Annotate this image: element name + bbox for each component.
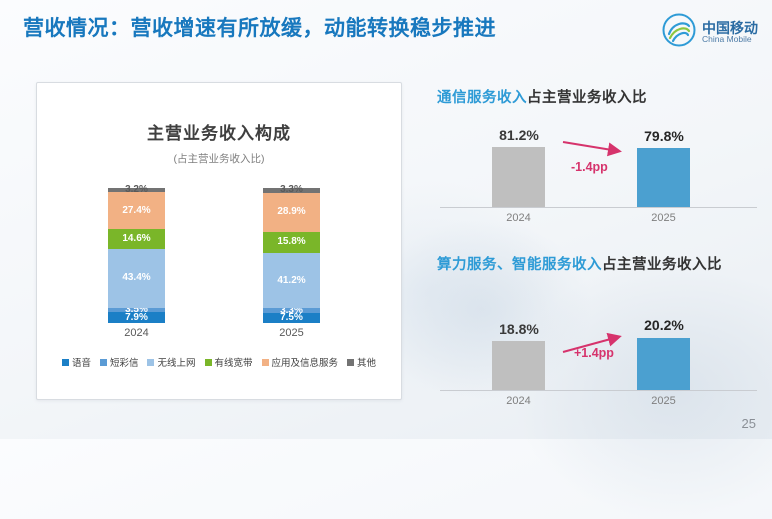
bar-segment: 3.3%	[263, 304, 320, 316]
legend-swatch	[347, 358, 355, 366]
segment-value-label: 3.2%	[125, 184, 148, 196]
x-axis-label: 2025	[651, 212, 676, 224]
bar-segment: 7.9%	[108, 312, 165, 323]
page-title: 营收情况：营收增速有所放缓，动能转换稳步推进	[23, 17, 496, 40]
legend-item: 无线上网	[147, 355, 196, 369]
segment-value-label: 27.4%	[122, 204, 151, 216]
bar-segment: 15.8%	[263, 231, 320, 253]
x-axis-label: 2025	[279, 327, 304, 339]
legend-swatch	[61, 358, 69, 366]
change-annotation: -1.4pp	[571, 160, 608, 174]
bar-value-label: 81.2%	[499, 126, 539, 143]
segment-value-label: 43.4%	[122, 272, 151, 284]
chart-legend: 语音 短彩信 无线上网 有线宽带 应用及信息服务 其他	[37, 355, 401, 369]
bar-value-label: 18.8%	[499, 321, 539, 338]
segment-value-label: 3.5%	[125, 303, 148, 315]
background-decoration	[372, 219, 592, 399]
bar-value-label: 20.2%	[644, 317, 684, 334]
segment-value-label: 28.9%	[277, 206, 306, 218]
bar-segment: 3.3%	[263, 184, 320, 196]
legend-item: 语音	[61, 355, 91, 369]
page-number: 25	[741, 416, 756, 431]
legend-swatch	[261, 358, 269, 366]
x-axis-label: 2024	[506, 395, 531, 407]
segment-value-label: 15.8%	[277, 236, 306, 248]
bar-segment: 28.9%	[263, 192, 320, 232]
segment-value-label: 7.5%	[280, 311, 303, 323]
change-annotation: +1.4pp	[574, 346, 614, 360]
bar-2025-blue	[637, 337, 690, 390]
bar-segment: 3.5%	[108, 303, 165, 315]
heading-rest: 占主营业务收入比	[602, 257, 722, 273]
china-mobile-logo: 中国移动 China Mobile	[662, 13, 758, 52]
heading-highlight: 通信服务收入	[437, 90, 527, 106]
legend-item: 其他	[347, 355, 376, 369]
bar-segment: 41.2%	[263, 252, 320, 309]
logo-name-cn: 中国移动	[702, 19, 758, 36]
increase-arrow-icon	[562, 332, 622, 353]
legend-label: 无线上网	[157, 358, 196, 369]
bar-2024-gray	[492, 146, 545, 207]
main-business-revenue-card: 主营业务收入构成 (占主营业务收入比) 7.9% 3.5% 43.4% 14.6% 27…	[36, 82, 402, 400]
bar-segment: 7.5%	[263, 311, 320, 323]
x-axis-label: 2024	[124, 327, 149, 339]
legend-label: 应用及信息服务	[271, 358, 339, 369]
legend-item: 应用及信息服务	[261, 355, 339, 369]
segment-value-label: 41.2%	[277, 274, 306, 286]
china-mobile-logo-icon	[662, 13, 696, 52]
x-axis-label: 2025	[651, 395, 676, 407]
legend-label: 短彩信	[109, 358, 139, 369]
bar-segment: 14.6%	[108, 229, 165, 250]
segment-value-label: 7.9%	[125, 311, 148, 323]
legend-swatch	[204, 358, 212, 366]
logo-name-en: China Mobile	[702, 34, 752, 45]
legend-label: 语音	[71, 358, 91, 369]
legend-swatch	[99, 358, 107, 366]
stacked-bar-chart: 7.9% 3.5% 43.4% 14.6% 27.4% 3.2% 7.5% 3.3% 41.2…	[37, 184, 401, 323]
communication-service-heading: 通信服务收入占主营业务收入比	[437, 86, 647, 107]
legend-label: 有线宽带	[214, 358, 253, 369]
chart-subtitle: (占主营业务收入比)	[173, 153, 265, 165]
heading-rest: 占主营业务收入比	[527, 90, 647, 106]
legend-item: 有线宽带	[204, 355, 253, 369]
legend-swatch	[147, 358, 155, 366]
heading-highlight: 算力服务、智能服务收入	[437, 257, 602, 273]
computing-intelligent-service-heading: 算力服务、智能服务收入占主营业务收入比	[437, 253, 722, 274]
chart-title: 主营业务收入构成	[147, 124, 291, 143]
legend-item: 短彩信	[99, 355, 139, 369]
segment-value-label: 14.6%	[122, 233, 151, 245]
bar-segment: 43.4%	[108, 249, 165, 308]
stacked-bar-2024: 7.9% 3.5% 43.4% 14.6% 27.4% 3.2%	[108, 184, 165, 323]
segment-value-label: 3.3%	[280, 184, 303, 196]
segment-value-label: 3.3%	[280, 304, 303, 316]
x-axis-label: 2024	[506, 212, 531, 224]
stacked-bar-2025: 7.5% 3.3% 41.2% 15.8% 28.9% 3.3%	[263, 184, 320, 323]
legend-label: 其他	[357, 358, 377, 369]
bar-2025-blue	[637, 147, 690, 207]
bar-segment: 27.4%	[108, 192, 165, 230]
bar-2024-gray	[492, 341, 545, 390]
bar-segment: 3.2%	[108, 184, 165, 196]
bar-value-label: 79.8%	[644, 127, 684, 144]
x-axis-line	[440, 390, 757, 391]
decrease-arrow-icon	[562, 141, 622, 157]
x-axis-line	[440, 207, 757, 208]
